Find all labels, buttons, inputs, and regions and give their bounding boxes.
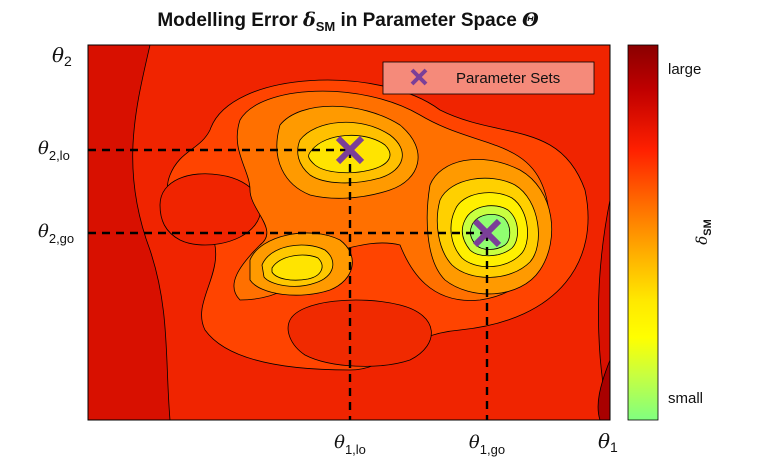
y-axis-label: θ2: [52, 43, 72, 69]
contour-field: [88, 45, 610, 420]
marker-lo: [335, 135, 365, 165]
x-tick-go: θ1,go: [469, 432, 505, 457]
legend-label: Parameter Sets: [456, 70, 560, 87]
colorbar-gradient: [627, 44, 659, 421]
colorbar-bottom-label: small: [668, 390, 703, 407]
colorbar-axis-label: δSM: [693, 219, 714, 245]
left-region: [88, 45, 171, 420]
contour-band-1-notch: [159, 173, 262, 246]
legend: Parameter Sets: [382, 61, 595, 95]
x-tick-lo: θ1,lo: [334, 432, 366, 457]
legend-marker: [410, 68, 428, 86]
colorbar-top-label: large: [668, 61, 701, 78]
chart-title: Modelling Error δSM in Parameter Space Θ: [157, 9, 539, 34]
colorbar: large small δSM: [627, 44, 714, 421]
x-axis-label: θ1: [598, 429, 618, 455]
y-tick-lo: θ2,lo: [38, 138, 70, 163]
parameter-set-markers: [335, 135, 502, 248]
right-corner-region: [597, 359, 610, 420]
lower-lobe: [287, 299, 432, 367]
contour-band-5c: [271, 254, 323, 281]
marker-go: [472, 218, 502, 248]
reference-lines: [88, 148, 489, 420]
y-tick-go: θ2,go: [38, 221, 74, 246]
